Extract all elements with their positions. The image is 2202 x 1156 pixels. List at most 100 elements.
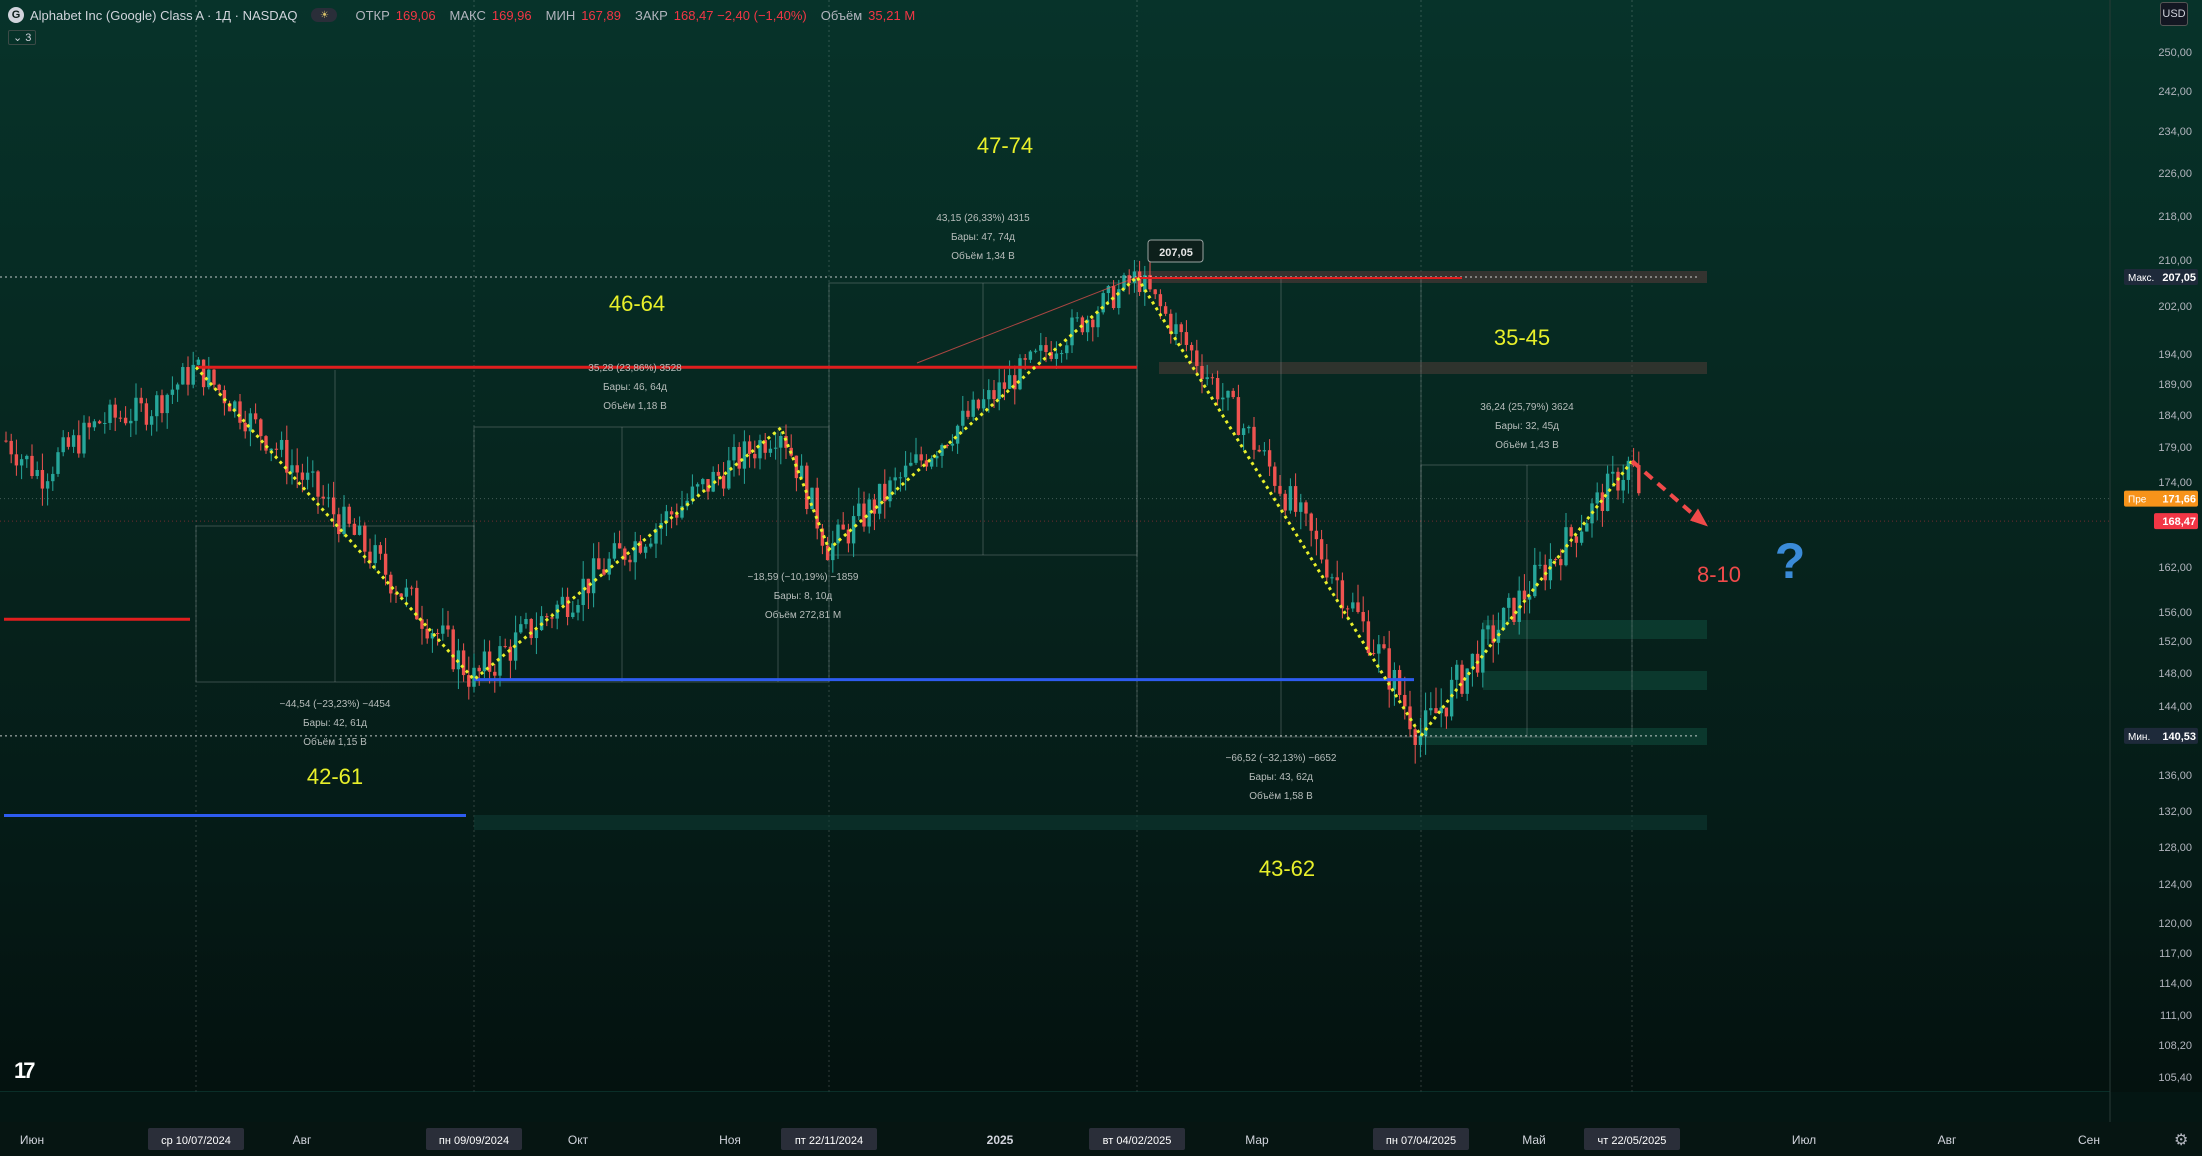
- zigzag-layer: [194, 274, 1708, 739]
- tradingview-logo-icon[interactable]: 17: [14, 1058, 36, 1083]
- candle-body: [1117, 289, 1121, 309]
- candle-body: [929, 458, 934, 467]
- measure-boxes-layer: [195, 277, 1633, 738]
- candle-body: [638, 541, 643, 553]
- candle-body: [181, 367, 185, 385]
- candle-body: [222, 390, 227, 404]
- date-marker-label: пн 09/09/2024: [439, 1135, 509, 1147]
- candle-body: [269, 448, 273, 451]
- market-status-icon[interactable]: ☀: [311, 8, 338, 22]
- candle-body: [1200, 365, 1204, 380]
- candle-body: [846, 529, 851, 544]
- indicator-count-button[interactable]: ⌄ 3: [8, 30, 37, 45]
- question-mark-label: ?: [1775, 533, 1806, 589]
- price-zone: [1159, 362, 1707, 374]
- candle-body: [1002, 382, 1007, 389]
- candle-body: [1127, 275, 1131, 283]
- symbol-title[interactable]: Alphabet Inc (Google) Class A · 1Д · NAS…: [30, 7, 298, 23]
- price-badge: [2124, 490, 2198, 507]
- candle-body: [1361, 611, 1365, 622]
- candle-body: [1096, 312, 1100, 328]
- candle-body: [420, 619, 424, 629]
- low-value: 167,89: [581, 7, 621, 23]
- y-tick-label: 128,00: [2158, 842, 2192, 854]
- x-tick-label: Май: [1522, 1133, 1546, 1147]
- candle-body: [144, 403, 149, 425]
- candle-body: [1091, 319, 1095, 328]
- candle-body: [617, 543, 622, 549]
- measure-stat-text: Объём 272,81 M: [765, 609, 841, 621]
- candle-body: [1413, 729, 1417, 745]
- x-tick-label: Авг: [293, 1133, 312, 1147]
- candle-body: [113, 404, 117, 418]
- candle-body: [217, 384, 221, 391]
- candle-body: [1304, 502, 1308, 514]
- measure-box: [195, 525, 475, 683]
- candle-body: [1252, 426, 1256, 450]
- date-marker-box: [781, 1128, 877, 1150]
- x-tick-label: Июл: [1792, 1133, 1816, 1147]
- measure-stat-text: 43,15 (26,33%) 4315: [936, 213, 1030, 224]
- candle-body: [851, 516, 856, 544]
- candle-body: [597, 558, 601, 570]
- candle-body: [971, 399, 975, 417]
- measure-stat-text: Бары: 47, 74д: [951, 232, 1015, 243]
- candle-body: [1595, 492, 1599, 504]
- measure-stat-text: Бары: 42, 61д: [303, 718, 367, 729]
- candle-body: [940, 445, 944, 456]
- candle-body: [571, 612, 575, 617]
- y-tick-label: 120,00: [2158, 918, 2192, 930]
- candle-body: [300, 472, 305, 480]
- candle-body: [326, 497, 331, 499]
- candle-body: [1449, 679, 1454, 717]
- candle-body: [737, 446, 741, 469]
- price-badge: [2154, 513, 2198, 530]
- candle-body: [612, 543, 617, 559]
- candle-body: [784, 436, 788, 448]
- candle-body: [909, 462, 913, 466]
- candle-body: [1215, 377, 1220, 400]
- candle-body: [248, 413, 253, 432]
- price-badge-label: Мин.: [2128, 732, 2150, 743]
- measure-box: [473, 426, 830, 683]
- wave-length-label: 35-45: [1494, 325, 1550, 350]
- candle-body: [357, 525, 362, 535]
- candle-body: [285, 439, 289, 473]
- candle-body: [893, 477, 897, 481]
- candle-body: [25, 455, 29, 460]
- date-marker-box: [148, 1128, 244, 1150]
- candle-body: [1184, 332, 1189, 345]
- y-tick-label: 148,00: [2158, 668, 2192, 680]
- candle-body: [175, 384, 180, 390]
- candle-body: [446, 625, 450, 630]
- candle-body: [768, 448, 773, 453]
- candle-body: [352, 523, 357, 535]
- candle-body: [342, 506, 346, 535]
- high-label: МАКС: [449, 7, 486, 23]
- currency-button[interactable]: USD: [2160, 2, 2188, 26]
- candle-body: [1408, 706, 1412, 730]
- candle-body: [1158, 294, 1163, 307]
- candle-body: [628, 559, 632, 563]
- candle-body: [706, 479, 710, 492]
- candle-body: [1231, 390, 1235, 398]
- candle-body: [409, 587, 414, 589]
- candle-body: [576, 605, 580, 613]
- candle-body: [872, 499, 877, 514]
- gear-icon[interactable]: ⚙: [2174, 1132, 2189, 1149]
- candle-body: [1163, 306, 1168, 314]
- candle-body: [129, 420, 133, 424]
- candle-body: [690, 486, 695, 501]
- candle-body: [924, 460, 929, 467]
- measure-stat-text: Бары: 43, 62д: [1249, 772, 1313, 783]
- candle-body: [1501, 607, 1506, 630]
- measure-box: [1420, 464, 1633, 738]
- candle-body: [1101, 293, 1105, 313]
- candle-body: [149, 416, 154, 425]
- candle-body: [1293, 486, 1298, 512]
- candle-body: [441, 625, 445, 634]
- candle-body: [1267, 450, 1272, 467]
- candle-body: [378, 545, 383, 554]
- candle-body: [716, 471, 721, 476]
